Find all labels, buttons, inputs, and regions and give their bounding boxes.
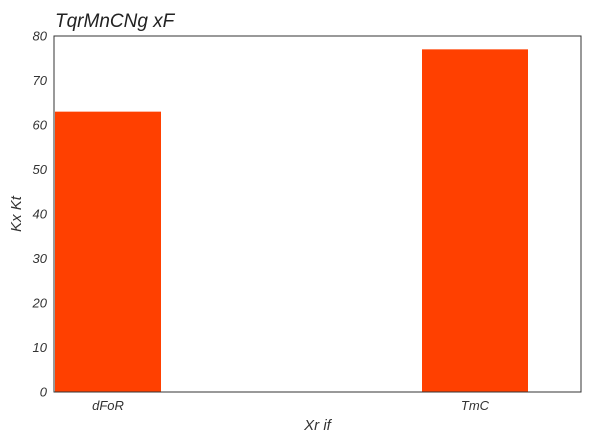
chart-title: TqrMnCNg xF bbox=[55, 11, 176, 32]
y-tick-label: 30 bbox=[33, 251, 48, 266]
x-axis-ticks: dFoR TmC bbox=[92, 398, 490, 413]
plot-frame bbox=[53, 35, 582, 393]
y-tick-label: 20 bbox=[32, 296, 48, 311]
x-tick-label: dFoR bbox=[92, 398, 124, 413]
y-tick-label: 70 bbox=[33, 73, 48, 88]
y-tick-label: 50 bbox=[33, 162, 48, 177]
bar-dFoR bbox=[55, 111, 161, 393]
y-tick-label: 10 bbox=[33, 340, 48, 355]
y-axis-ticks: 0 10 20 30 40 50 60 70 80 bbox=[32, 29, 48, 400]
y-tick-label: 80 bbox=[33, 29, 48, 44]
x-tick-label: TmC bbox=[461, 398, 490, 413]
x-axis-label: Xr if bbox=[303, 417, 333, 434]
bars-group bbox=[55, 49, 528, 393]
y-tick-label: 0 bbox=[40, 385, 48, 400]
y-tick-label: 40 bbox=[33, 207, 48, 222]
y-axis-label: Kx Kt bbox=[8, 195, 25, 232]
bar-TmC bbox=[422, 49, 528, 392]
y-tick-label: 60 bbox=[33, 118, 48, 133]
